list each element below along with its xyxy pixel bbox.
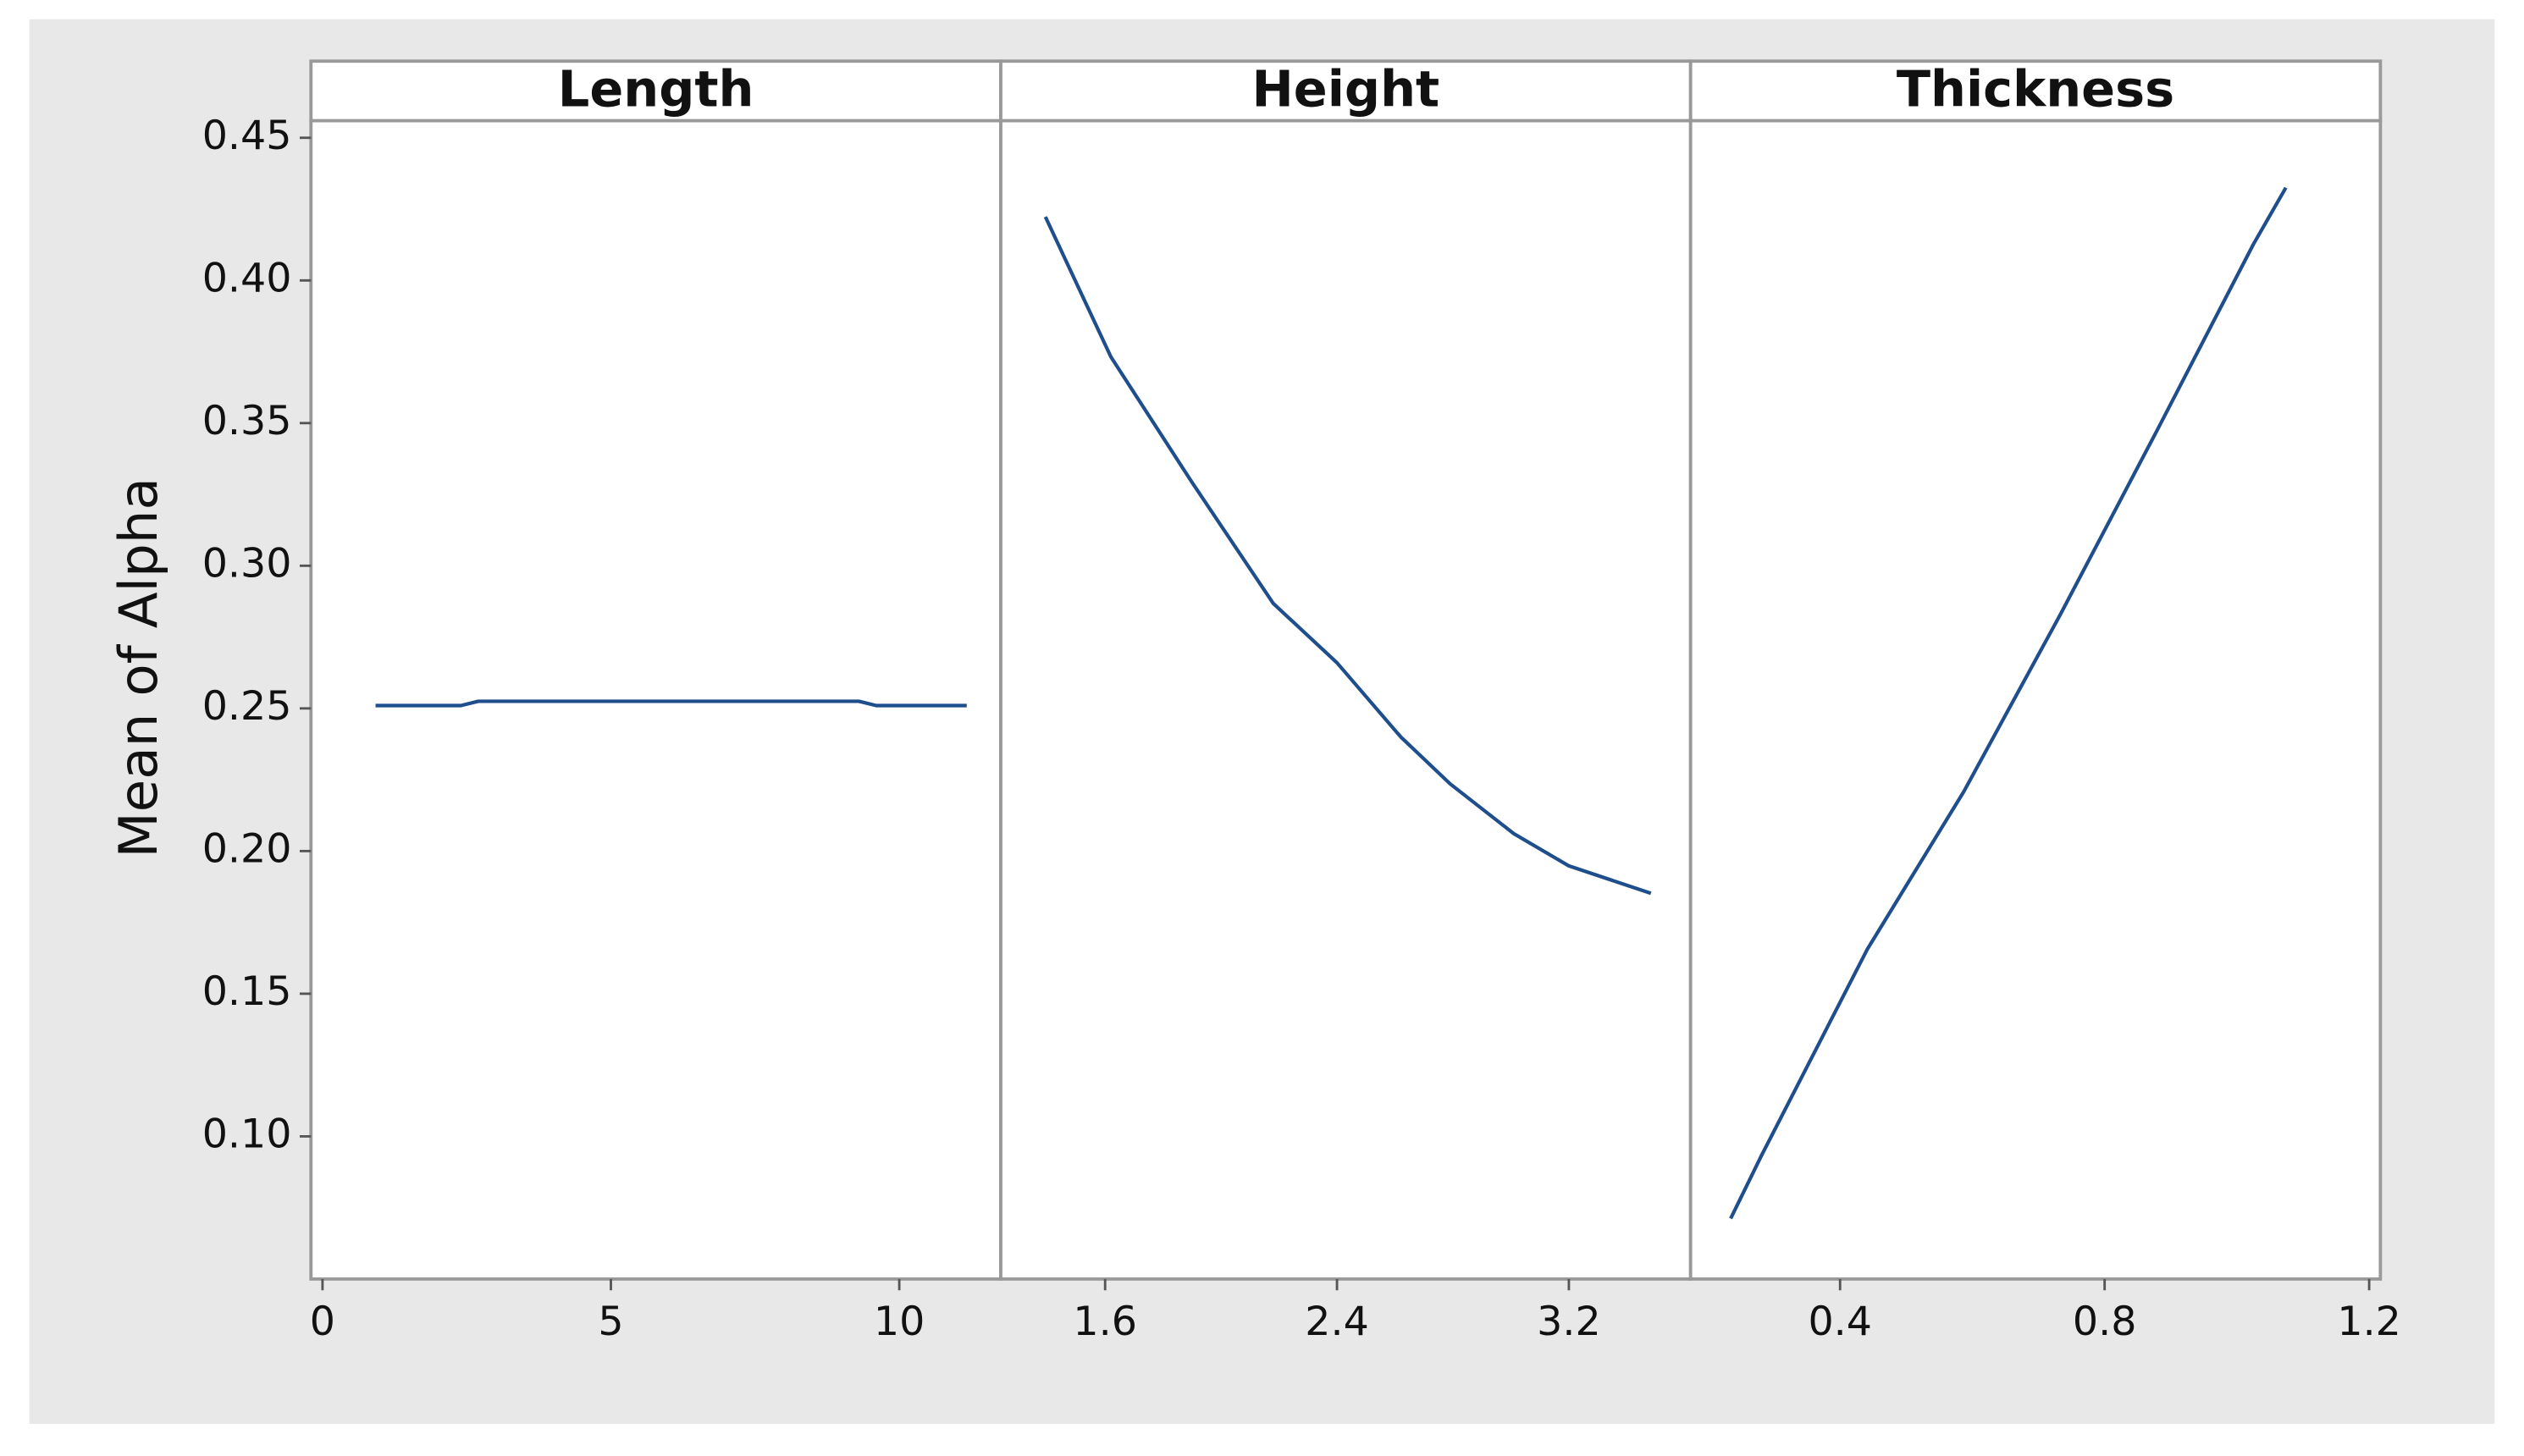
panel-header — [309, 59, 1002, 123]
y-tick-label: 0.20 — [202, 825, 292, 872]
x-tick-label: 10 — [874, 1299, 925, 1345]
panel-title: Length — [558, 59, 754, 118]
data-line — [1043, 216, 1652, 896]
x-tick-label: 3.2 — [1537, 1299, 1601, 1345]
x-tick-label: 0.8 — [2073, 1299, 2137, 1345]
panel-title: Height — [1251, 59, 1439, 118]
panel-title: Thickness — [1897, 59, 2174, 118]
y-tick-label: 0.40 — [202, 255, 292, 301]
y-tick-label: 0.15 — [202, 968, 292, 1015]
x-tick-label: 5 — [598, 1299, 623, 1345]
y-tick-label: 0.45 — [202, 113, 292, 159]
y-tick-label: 0.10 — [202, 1111, 292, 1157]
x-tick-label: 1.6 — [1073, 1299, 1137, 1345]
y-tick-label: 0.35 — [202, 398, 292, 444]
data-line — [1729, 186, 2288, 1220]
y-axis-label: Mean of Alpha — [108, 477, 169, 858]
x-tick-label: 0.4 — [1808, 1299, 1872, 1345]
y-tick-label: 0.25 — [202, 683, 292, 730]
x-tick-label: 0 — [310, 1299, 335, 1345]
y-tick-label: 0.30 — [202, 540, 292, 587]
panel — [1688, 119, 2383, 1281]
panel-header — [1688, 59, 2383, 123]
x-tick-label: 2.4 — [1305, 1299, 1369, 1345]
x-tick-label: 1.2 — [2337, 1299, 2401, 1345]
data-line — [375, 699, 967, 708]
panel — [999, 119, 1693, 1281]
panel-header — [999, 59, 1693, 123]
